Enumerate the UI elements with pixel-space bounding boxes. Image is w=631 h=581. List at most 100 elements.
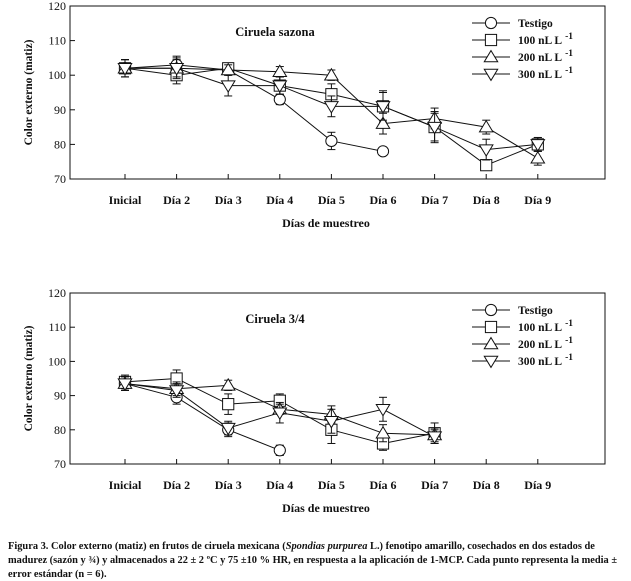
x-tick-label: Día 8 — [473, 478, 500, 492]
legend-label: 300 nL L -1 — [518, 66, 573, 81]
y-tick-label: 90 — [54, 103, 66, 117]
y-tick-label: 120 — [48, 286, 66, 300]
legend-marker — [484, 16, 498, 30]
legend-label: 100 nL L -1 — [518, 32, 573, 47]
legend-entry: Testigo — [472, 303, 553, 317]
data-point — [323, 67, 340, 81]
data-point — [375, 425, 391, 439]
legend-label: 300 nL L -1 — [518, 353, 573, 368]
data-point — [426, 431, 443, 445]
figure: 70 80 90 100 110 120 Inicial Día 2 Día 3 Día 4 Día… — [23, 0, 606, 515]
legend-marker — [483, 49, 499, 63]
data-point — [375, 404, 391, 417]
y-tick-label: 100 — [48, 68, 66, 82]
y-tick-label: 70 — [54, 172, 66, 186]
data-point — [220, 80, 236, 93]
legend-marker — [484, 320, 498, 334]
y-axis-label: Color externo (matiz) — [23, 39, 35, 145]
data-point — [273, 93, 286, 106]
y-tick-label: 100 — [48, 354, 66, 368]
x-tick-label: Día 5 — [318, 193, 345, 207]
data-point — [117, 378, 133, 392]
caption-species: Spondias purpurea — [285, 541, 368, 553]
chart-panel-2: 70 80 90 100 110 120 Inicial Día 2 Día 3 Día 4 Día… — [23, 286, 606, 515]
legend-marker — [484, 33, 498, 47]
data-point — [478, 119, 494, 133]
y-tick-label: 70 — [54, 457, 66, 471]
legend-label: Testigo — [518, 305, 553, 317]
legend-marker — [483, 355, 499, 369]
data-point — [375, 101, 391, 114]
legend-entry: 300 nL L -1 — [472, 353, 573, 369]
x-axis-label: Días de muestreo — [282, 216, 370, 230]
legend-label: Testigo — [518, 18, 553, 30]
x-tick-label: Día 9 — [524, 193, 551, 207]
x-tick-label: Día 6 — [370, 193, 397, 207]
legend: Testigo 100 nL L -1 200 nL L -1 300 nL L -1 — [472, 16, 573, 82]
data-point — [323, 415, 340, 429]
data-point — [220, 377, 236, 391]
x-tick-label: Día 7 — [421, 193, 448, 207]
data-point — [273, 444, 286, 457]
data-point — [426, 121, 443, 135]
legend-entry: 100 nL L -1 — [472, 32, 573, 47]
y-tick-label: 110 — [48, 34, 66, 48]
y-tick-label: 90 — [54, 389, 66, 403]
data-point — [117, 63, 133, 76]
legend-marker — [483, 336, 499, 350]
data-point — [272, 80, 288, 93]
x-tick-label: Día 2 — [163, 478, 190, 492]
y-tick-label: 80 — [54, 423, 66, 437]
y-axis-label: Color externo (matiz) — [23, 325, 35, 431]
legend-marker — [484, 303, 498, 317]
x-tick-label: Día 4 — [266, 478, 293, 492]
caption-part-1: Figura 3. Color externo (matiz) en fruto… — [8, 541, 286, 553]
data-point — [222, 398, 235, 411]
series-0 — [118, 376, 286, 457]
data-point — [530, 139, 546, 152]
legend-entry: 300 nL L -1 — [472, 66, 573, 82]
data-point — [325, 134, 338, 148]
series-3 — [117, 57, 546, 161]
figure-caption: Figura 3. Color externo (matiz) en fruto… — [8, 540, 626, 581]
series-line — [124, 64, 384, 152]
data-point — [220, 422, 236, 436]
x-tick-label: Inicial — [109, 478, 142, 492]
data-point — [478, 144, 494, 158]
x-tick-label: Día 3 — [215, 478, 242, 492]
y-tick-label: 80 — [54, 137, 66, 151]
chart-title: Ciruela sazona — [235, 25, 315, 39]
plot-frame — [69, 5, 606, 180]
caption-part-2: L.) fenotipo amarillo, cosechados en dos… — [8, 541, 618, 580]
legend-entry: 100 nL L -1 — [472, 319, 573, 334]
series-3 — [117, 376, 443, 445]
data-point — [376, 145, 390, 158]
data-point — [530, 150, 546, 164]
legend-label: 200 nL L -1 — [518, 49, 573, 64]
x-tick-label: Día 4 — [266, 193, 293, 207]
x-tick-label: Día 6 — [370, 478, 397, 492]
data-point — [375, 116, 391, 129]
data-point — [323, 101, 340, 114]
legend-entry: 200 nL L -1 — [472, 336, 573, 351]
legend-entry: 200 nL L -1 — [472, 49, 573, 64]
plot-frame — [69, 292, 606, 465]
x-tick-label: Día 7 — [421, 478, 448, 492]
x-tick-label: Día 8 — [473, 193, 500, 207]
data-point — [480, 159, 493, 172]
x-tick-label: Día 5 — [318, 478, 345, 492]
series-line — [124, 383, 280, 451]
x-tick-label: Inicial — [109, 193, 142, 207]
legend-label: 200 nL L -1 — [518, 336, 573, 351]
chart-title: Ciruela 3/4 — [245, 312, 305, 326]
data-point — [272, 64, 288, 77]
data-point — [168, 63, 185, 76]
legend-marker — [483, 68, 499, 82]
x-tick-label: Día 3 — [215, 193, 242, 207]
x-tick-label: Día 9 — [524, 478, 551, 492]
chart-panel-1: 70 80 90 100 110 120 Inicial Día 2 Día 3 Día 4 Día… — [23, 0, 606, 230]
x-axis-label: Días de muestreo — [282, 501, 370, 515]
legend: Testigo 100 nL L -1 200 nL L -1 300 nL L -1 — [472, 303, 573, 369]
data-point — [168, 385, 185, 398]
y-tick-label: 120 — [48, 0, 66, 13]
